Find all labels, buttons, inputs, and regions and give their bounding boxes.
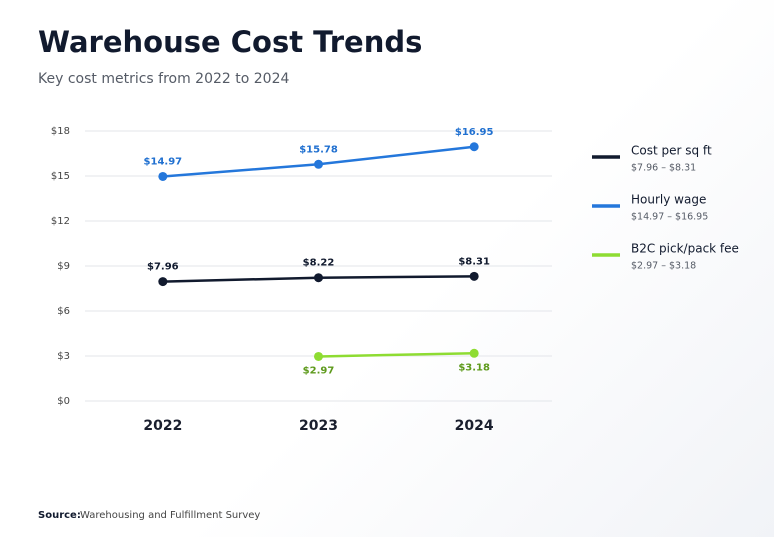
chart-subtitle: Key cost metrics from 2022 to 2024 (38, 71, 289, 87)
chart-title: Warehouse Cost Trends (38, 25, 422, 59)
legend-label: B2C pick/pack fee (631, 242, 739, 256)
y-tick-label: $12 (51, 216, 70, 227)
data-point (314, 159, 323, 169)
data-point (469, 271, 479, 281)
y-tick-label: $3 (57, 351, 70, 362)
data-label: $14.97 (144, 156, 183, 167)
y-tick-label: $0 (57, 396, 70, 407)
data-label: $8.31 (458, 256, 490, 267)
data-label: $8.22 (303, 258, 335, 269)
y-tick-label: $6 (57, 306, 70, 317)
x-tick-label: 2024 (455, 418, 494, 434)
data-label: $16.95 (455, 127, 494, 138)
source-text: Warehousing and Fulfillment Survey (80, 510, 260, 521)
data-point (469, 142, 479, 152)
x-tick-label: 2022 (143, 418, 182, 434)
data-label: $3.18 (458, 362, 490, 373)
y-tick-label: $15 (51, 171, 70, 182)
y-tick-label: $9 (57, 261, 70, 272)
y-tick-label: $18 (51, 126, 70, 137)
data-point (314, 273, 323, 283)
legend-range: $14.97 – $16.95 (631, 212, 708, 223)
legend-label: Cost per sq ft (631, 144, 712, 158)
data-point (158, 277, 168, 287)
data-label: $7.96 (147, 262, 179, 273)
x-tick-label: 2023 (299, 418, 338, 434)
legend-range: $2.97 – $3.18 (631, 261, 696, 272)
legend-label: Hourly wage (631, 193, 706, 207)
series-line (318, 352, 475, 358)
data-point (314, 351, 323, 361)
data-label: $15.78 (299, 144, 338, 155)
data-point (158, 171, 168, 181)
legend-range: $7.96 – $8.31 (631, 163, 696, 174)
data-label: $2.97 (303, 365, 335, 376)
source-label: Source: (38, 510, 81, 521)
data-point (469, 348, 479, 358)
